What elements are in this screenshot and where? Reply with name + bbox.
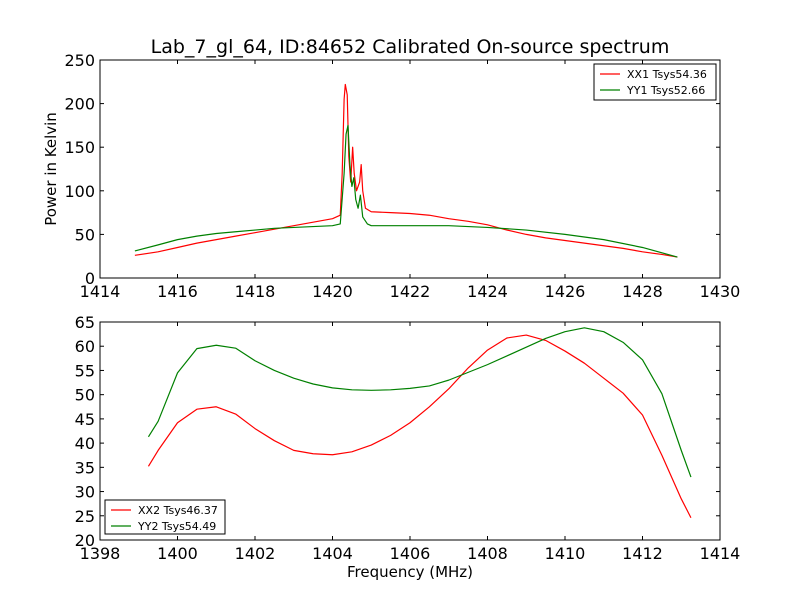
series-line-2-2 (147, 327, 692, 478)
x-axis-title: Frequency (MHz) (347, 563, 473, 581)
y-tick-label: 25 (75, 507, 95, 526)
legend-label: YY1 Tsys52.66 (626, 84, 705, 97)
series-line-2-1 (147, 334, 692, 518)
y-tick-label: 250 (64, 51, 95, 70)
x-tick-label: 1398 (80, 544, 121, 563)
y-tick-label: 20 (75, 531, 95, 550)
series-line-1-1 (134, 83, 678, 258)
x-tick-label: 1430 (700, 282, 741, 301)
x-tick-label: 1424 (467, 282, 508, 301)
x-tick-label: 1428 (622, 282, 663, 301)
legend-2: XX2 Tsys46.37 YY2 Tsys54.49 (104, 499, 226, 535)
chart-panel-2: 1398 1400 1402 1404 1406 1408 1410 1412 1414 20 25… (75, 313, 741, 581)
legend-box (593, 63, 717, 101)
chart-panel-1: 1414 1416 1418 1420 1422 1424 1426 1428 1430 0 50 1… (42, 51, 740, 301)
legend-box (104, 499, 226, 535)
x-tick-label: 1414 (700, 544, 741, 563)
y-tick-label: 30 (75, 483, 95, 502)
x-tick-label: 1420 (312, 282, 353, 301)
y-tick-label: 55 (75, 361, 95, 380)
x-tick-label: 1412 (622, 544, 663, 563)
chart-title: Lab_7_gl_64, ID:84652 Calibrated On-sour… (151, 36, 670, 58)
y-tick-label: 45 (75, 410, 95, 429)
y-tick-label: 35 (75, 458, 95, 477)
series-line-1-2 (134, 124, 678, 258)
y-axis-title: Power in Kelvin (42, 112, 60, 226)
x-tick-label: 1408 (467, 544, 508, 563)
y-tick-label: 60 (75, 337, 95, 356)
x-tick-label: 1406 (390, 544, 431, 563)
x-tick-label: 1414 (80, 282, 121, 301)
x-tick-label: 1426 (545, 282, 586, 301)
y-tick-label: 65 (75, 313, 95, 332)
x-tick-label: 1410 (545, 544, 586, 563)
x-tick-label: 1402 (235, 544, 276, 563)
x-tick-label: 1416 (157, 282, 198, 301)
legend-1: XX1 Tsys54.36 YY1 Tsys52.66 (593, 63, 717, 101)
x-tick-label: 1422 (390, 282, 431, 301)
y-tick-label: 200 (64, 95, 95, 114)
y-tick-label: 50 (75, 225, 95, 244)
legend-label: XX2 Tsys46.37 (138, 504, 218, 517)
legend-label: XX1 Tsys54.36 (627, 68, 707, 81)
y-tick-label: 40 (75, 434, 95, 453)
y-tick-label: 100 (64, 182, 95, 201)
y-tick-label: 150 (64, 138, 95, 157)
x-tick-label: 1404 (312, 544, 353, 563)
x-tick-label: 1418 (235, 282, 276, 301)
x-tick-label: 1400 (157, 544, 198, 563)
y-tick-label: 50 (75, 386, 95, 405)
y-tick-label: 0 (85, 269, 95, 288)
legend-label: YY2 Tsys54.49 (137, 520, 216, 533)
